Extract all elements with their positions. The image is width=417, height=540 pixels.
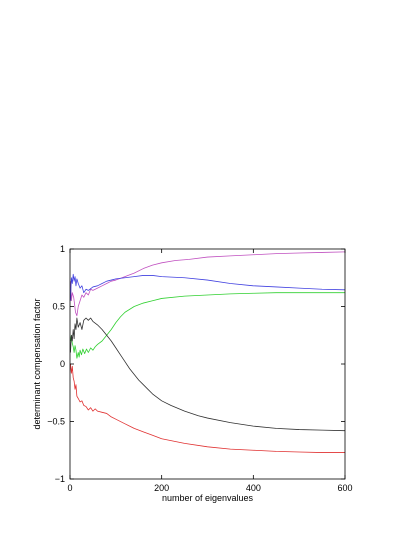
series-line-4	[70, 317, 346, 432]
y-tick-label: 0	[60, 359, 65, 369]
series-line-3	[70, 292, 345, 359]
x-tick-label: 600	[337, 483, 352, 493]
ticks-layer: 0 200 400 600 −1 −0.5 0 0.5 1	[47, 244, 352, 493]
series-line-2	[70, 273, 346, 301]
y-tick-label: 1	[60, 244, 65, 254]
series-line-5	[70, 363, 345, 453]
y-axis-label: determinant compensation factor	[32, 298, 42, 429]
x-axis-label: number of eigenvalues	[162, 493, 254, 503]
y-tick-label: 0.5	[52, 302, 65, 312]
x-tick-label: 400	[246, 483, 261, 493]
series-line-1	[70, 251, 346, 317]
plot-frame	[69, 248, 346, 480]
x-tick-label: 200	[154, 483, 169, 493]
series-layer	[70, 251, 346, 453]
y-tick-label: −0.5	[47, 417, 65, 427]
x-tick-label: 0	[67, 483, 72, 493]
y-tick-label: −1	[55, 474, 65, 484]
